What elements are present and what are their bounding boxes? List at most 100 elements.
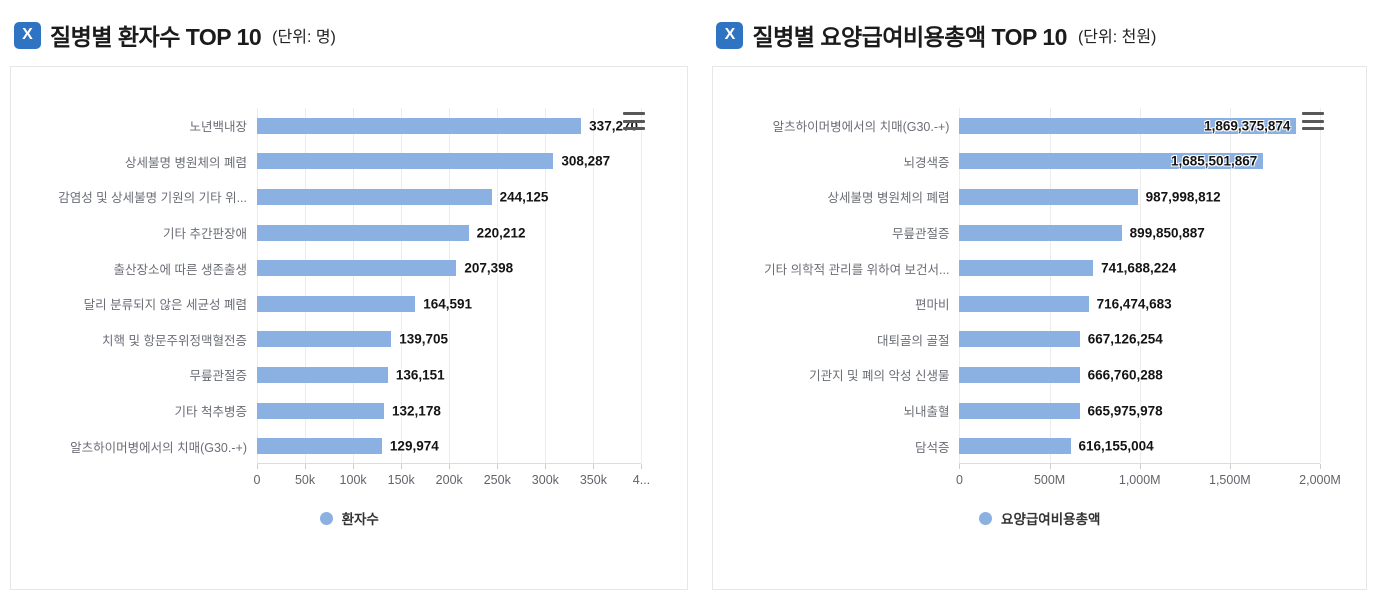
chart-menu-button[interactable] xyxy=(623,112,646,130)
tick-label: 1,000M xyxy=(1118,473,1161,487)
tick-mark xyxy=(305,464,307,469)
patients-bar-chart-card: 노년백내장 상세불명 병원체의 폐렴 감염성 및 상세불명 기원의 기타 위... 기… xyxy=(10,66,689,590)
page-title: 질병별 요양급여비용총액 TOP 10 xyxy=(752,24,1067,50)
cost-chart-header: X 질병별 요양급여비용총액 TOP 10 (단위: 천원) xyxy=(716,12,1367,58)
value-label: 129,974 xyxy=(389,438,439,454)
value-label: 665,975,978 xyxy=(1087,403,1163,419)
bar[interactable] xyxy=(959,366,1080,383)
tick-mark xyxy=(959,464,961,469)
gridline xyxy=(641,108,643,463)
tick-mark xyxy=(641,464,643,469)
bar-row: 987,998,812 xyxy=(959,179,1320,215)
gridlines xyxy=(959,108,1321,463)
gridline xyxy=(1229,108,1231,463)
tick-mark xyxy=(593,464,595,469)
bar[interactable] xyxy=(257,117,582,134)
tick-label: 150k xyxy=(387,473,415,487)
value-label: 716,474,683 xyxy=(1096,296,1172,312)
tick-mark xyxy=(1049,464,1051,469)
tick-label: 250k xyxy=(483,473,511,487)
category-label: 뇌내출혈 xyxy=(903,405,950,420)
bar[interactable] xyxy=(959,438,1071,455)
x-logo-icon: X xyxy=(716,21,744,49)
bar-row: 716,474,683 xyxy=(959,286,1320,322)
category-label: 상세불명 병원체의 폐렴 xyxy=(125,155,247,170)
legend-label: 환자수 xyxy=(341,512,379,527)
value-label: 741,688,224 xyxy=(1101,260,1177,276)
bar[interactable] xyxy=(959,224,1122,241)
category-label: 뇌경색증 xyxy=(903,155,950,170)
gridline xyxy=(593,108,595,463)
legend[interactable]: 요양급여비용총액 xyxy=(713,508,1366,528)
tick-label: 2,000M xyxy=(1299,473,1341,487)
bar[interactable] xyxy=(257,153,554,170)
x-logo-icon: X xyxy=(14,21,41,49)
value-label: 667,126,254 xyxy=(1087,331,1163,347)
value-label: 899,850,887 xyxy=(1129,225,1205,241)
unit-label: (단위: 명) xyxy=(272,29,336,46)
chart-menu-button[interactable] xyxy=(1302,112,1324,130)
bar-row: 741,688,224 xyxy=(959,250,1320,286)
bar[interactable] xyxy=(959,402,1080,419)
bar-row: 616,155,004 xyxy=(959,428,1320,464)
gridline xyxy=(257,108,258,463)
bar[interactable] xyxy=(959,153,1264,170)
tick-label: 0 xyxy=(955,473,963,487)
bar-row: 244,125 xyxy=(257,179,641,215)
gridline xyxy=(449,108,451,463)
value-label: 132,178 xyxy=(392,403,441,419)
gridline xyxy=(959,108,961,463)
category-label: 대퇴골의 골절 xyxy=(876,333,950,348)
legend[interactable]: 환자수 xyxy=(11,508,687,528)
category-label: 노년백내장 xyxy=(189,120,247,135)
bar[interactable] xyxy=(257,224,469,241)
bar[interactable] xyxy=(959,331,1080,348)
gridline xyxy=(401,108,403,463)
plot-area: 노년백내장 상세불명 병원체의 폐렴 감염성 및 상세불명 기원의 기타 위... 기… xyxy=(11,108,687,464)
value-label: 207,398 xyxy=(464,260,514,276)
category-label: 기타 의학적 관리를 위하여 보건서... xyxy=(764,262,950,277)
gridline xyxy=(1320,108,1321,463)
tick-label: 50k xyxy=(294,473,316,487)
cost-chart-panel: X 질병별 요양급여비용총액 TOP 10 (단위: 천원) 알츠하이머병에서의… xyxy=(712,8,1367,590)
bar[interactable] xyxy=(959,117,1297,134)
tick-mark xyxy=(353,464,355,469)
bar-row: 220,212 xyxy=(257,215,641,251)
plot-grid: 1,869,375,874 1,685,501,867 987,998,812 899… xyxy=(959,108,1321,464)
tick-label: 0 xyxy=(253,473,261,487)
bar[interactable] xyxy=(257,260,457,277)
bar[interactable] xyxy=(257,331,392,348)
bar[interactable] xyxy=(257,188,492,205)
tick-mark xyxy=(545,464,547,469)
bar-row: 1,685,501,867 xyxy=(959,144,1320,180)
legend-circle-icon xyxy=(979,511,993,525)
category-label: 달리 분류되지 않은 세균성 폐렴 xyxy=(83,298,247,313)
bar[interactable] xyxy=(257,295,416,312)
category-label: 무릎관절증 xyxy=(189,369,247,384)
legend-circle-icon xyxy=(319,511,333,525)
category-label: 담석증 xyxy=(914,440,950,455)
plot-grid: 337,270 308,287 244,125 220,212 207,398 164,5… xyxy=(257,108,643,464)
category-label: 무릎관절증 xyxy=(891,227,950,242)
x-axis: 0 500M 1,000M 1,500M 2,000M xyxy=(955,464,1341,492)
bar[interactable] xyxy=(959,295,1089,312)
bar[interactable] xyxy=(257,438,382,455)
category-axis: 노년백내장 상세불명 병원체의 폐렴 감염성 및 상세불명 기원의 기타 위... 기… xyxy=(11,108,257,464)
bar-row: 132,178 xyxy=(257,393,641,429)
category-label: 알츠하이머병에서의 치매(G30.-+) xyxy=(772,120,950,135)
plot-area: 알츠하이머병에서의 치매(G30.-+) 뇌경색증 상세불명 병원체의 폐렴 무릎관절… xyxy=(713,108,1366,464)
bar-row: 665,975,978 xyxy=(959,393,1320,429)
bar[interactable] xyxy=(959,260,1094,277)
value-label: 164,591 xyxy=(423,296,472,312)
x-axis: 0 50k 100k 150k 200k 250k 300k 350k 4... xyxy=(253,464,650,492)
tick-label: 500M xyxy=(1033,473,1066,487)
value-label: 1,869,375,874 xyxy=(1204,118,1291,134)
bar[interactable] xyxy=(257,366,388,383)
bar[interactable] xyxy=(959,188,1138,205)
x-axis-row: 0 500M 1,000M 1,500M 2,000M xyxy=(713,464,1366,492)
bar[interactable] xyxy=(257,402,385,419)
value-label: 616,155,004 xyxy=(1078,438,1154,454)
bar-row: 337,270 xyxy=(257,108,641,144)
gridline xyxy=(305,108,307,463)
tick-label: 300k xyxy=(531,473,559,487)
